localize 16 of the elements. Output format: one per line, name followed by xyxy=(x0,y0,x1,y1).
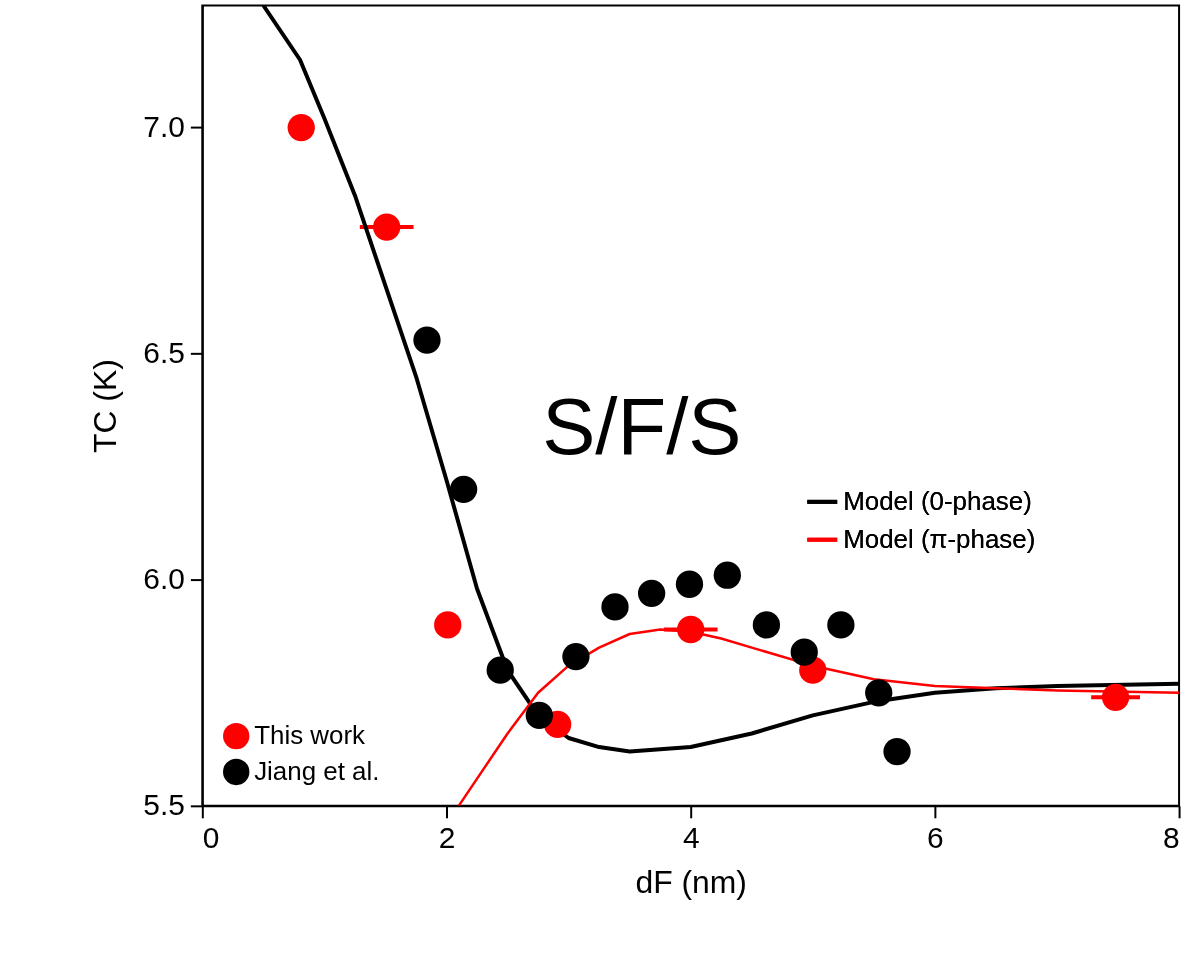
y-tick-label: 7.0 xyxy=(143,110,185,144)
x-tick-label: 8 xyxy=(1162,821,1180,855)
y-tick-label: 6.5 xyxy=(143,336,185,370)
x-tick-label: 6 xyxy=(927,821,944,855)
legend-label: Jiang et al. xyxy=(254,756,380,785)
annotation: S/F/S xyxy=(542,381,742,471)
x-tick-label: 4 xyxy=(682,821,700,855)
x-tick-label: 2 xyxy=(438,821,456,855)
legend-label: This work xyxy=(254,721,366,750)
x-tick-label: 0 xyxy=(202,821,220,855)
y-tick-label: 6.0 xyxy=(143,562,185,596)
x-axis-title: dF (nm) xyxy=(635,864,747,901)
legend-label: Model (π-phase) xyxy=(843,524,1036,553)
legend-label: Model (0-phase) xyxy=(843,486,1032,515)
y-axis-title: TC (K) xyxy=(87,359,124,454)
y-tick-label: 5.5 xyxy=(143,788,185,822)
